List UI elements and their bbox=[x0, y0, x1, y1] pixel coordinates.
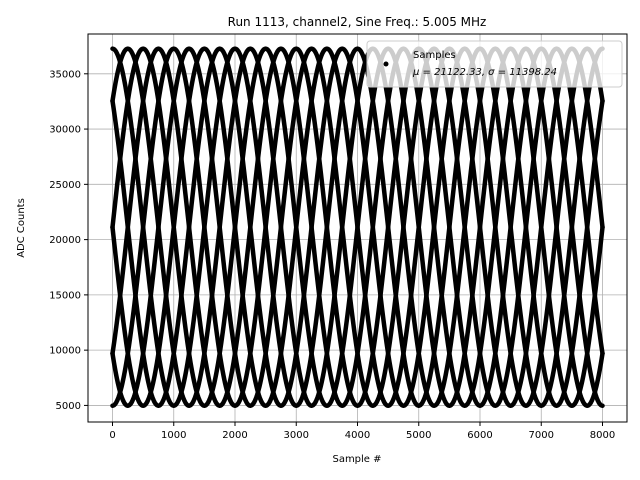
x-tick-label: 8000 bbox=[590, 430, 615, 441]
legend-stats: μ = 21122.33, σ = 11398.24 bbox=[412, 67, 557, 78]
x-tick-label: 2000 bbox=[222, 430, 247, 441]
y-tick-label: 15000 bbox=[49, 290, 81, 301]
x-tick-label: 0 bbox=[109, 430, 115, 441]
x-axis-label: Sample # bbox=[332, 454, 381, 465]
legend-marker bbox=[383, 61, 389, 67]
x-tick-label: 3000 bbox=[284, 430, 309, 441]
sample-trace bbox=[110, 46, 605, 408]
chart-title: Run 1113, channel2, Sine Freq.: 5.005 MH… bbox=[228, 15, 487, 29]
legend-box bbox=[366, 40, 623, 88]
legend: Samples μ = 21122.33, σ = 11398.24 bbox=[366, 40, 623, 88]
y-tick-label: 25000 bbox=[49, 180, 81, 191]
x-tick-label: 7000 bbox=[529, 430, 554, 441]
y-ticks: 5000 10000 15000 20000 25000 30000 35000 bbox=[49, 69, 88, 412]
sample-trace bbox=[110, 46, 605, 408]
sample-trace bbox=[110, 46, 605, 408]
y-tick-label: 20000 bbox=[49, 235, 81, 246]
y-tick-label: 5000 bbox=[56, 401, 81, 412]
x-tick-label: 1000 bbox=[161, 430, 186, 441]
y-tick-label: 10000 bbox=[49, 346, 81, 357]
y-axis-label: ADC Counts bbox=[16, 198, 27, 258]
x-tick-label: 5000 bbox=[406, 430, 431, 441]
data-layer bbox=[110, 46, 605, 408]
x-tick-label: 4000 bbox=[345, 430, 370, 441]
x-tick-label: 6000 bbox=[467, 430, 492, 441]
sample-trace bbox=[110, 46, 605, 408]
x-ticks: 0 1000 2000 3000 4000 5000 6000 7000 8000 bbox=[109, 422, 615, 441]
legend-label: Samples bbox=[413, 50, 456, 61]
y-tick-label: 35000 bbox=[49, 69, 81, 80]
y-tick-label: 30000 bbox=[49, 125, 81, 136]
